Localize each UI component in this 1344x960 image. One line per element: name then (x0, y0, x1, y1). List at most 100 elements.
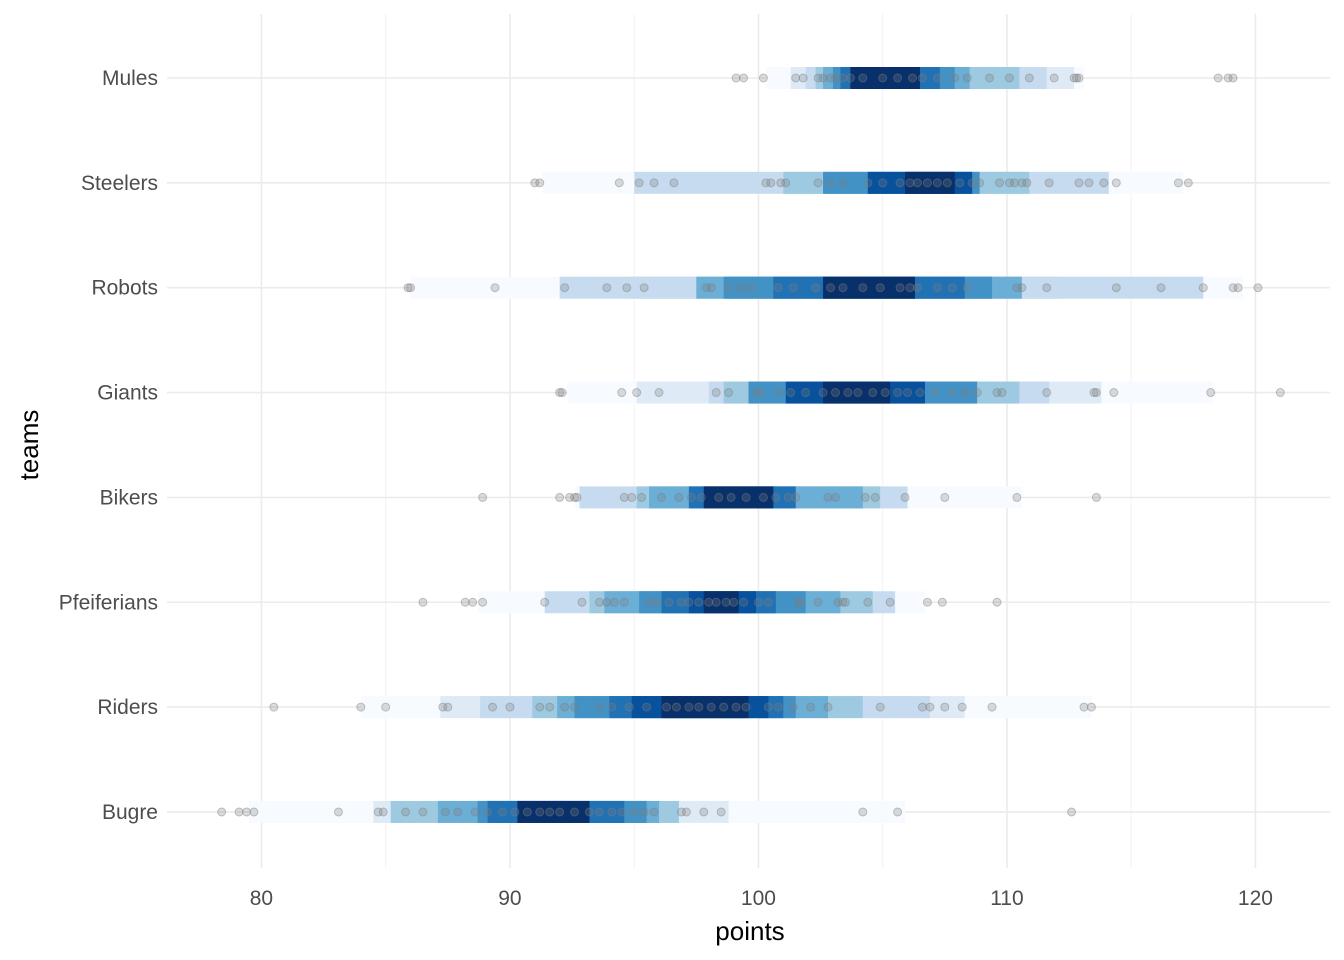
data-point (1228, 73, 1238, 83)
data-point (594, 597, 604, 607)
data-point (731, 73, 741, 83)
data-point (940, 702, 950, 712)
data-point (497, 807, 507, 817)
data-point (378, 807, 388, 817)
data-point (853, 388, 863, 398)
data-point (704, 597, 714, 607)
x-tick-label: 90 (498, 887, 521, 910)
data-point (669, 178, 679, 188)
y-tick-label: Steelers (81, 172, 158, 195)
x-tick-label: 120 (1238, 887, 1273, 910)
data-point (661, 702, 671, 712)
data-point (478, 492, 488, 502)
data-point (619, 492, 629, 502)
data-point (763, 597, 773, 607)
data-point (875, 283, 885, 293)
data-point (830, 73, 840, 83)
data-point (535, 178, 545, 188)
data-point (1206, 388, 1216, 398)
data-point (830, 492, 840, 502)
data-point (1099, 178, 1109, 188)
data-point (642, 702, 652, 712)
density-band (703, 486, 774, 509)
data-point (947, 283, 957, 293)
data-point (947, 388, 957, 398)
data-point (639, 283, 649, 293)
data-point (791, 73, 801, 83)
data-point (694, 597, 704, 607)
data-point (838, 73, 848, 83)
data-point (858, 73, 868, 83)
data-point (535, 807, 545, 817)
data-point (1213, 73, 1223, 83)
data-point (940, 492, 950, 502)
data-point (505, 702, 515, 712)
x-tick-label: 80 (250, 887, 273, 910)
data-point (535, 702, 545, 712)
data-point (609, 597, 619, 607)
data-point (917, 702, 927, 712)
data-point (962, 73, 972, 83)
data-point (711, 388, 721, 398)
data-point (1074, 178, 1084, 188)
data-point (460, 597, 470, 607)
data-point (555, 807, 565, 817)
density-band (823, 381, 891, 404)
x-tick-label: 110 (990, 887, 1023, 910)
data-point (838, 283, 848, 293)
data-point (1228, 283, 1238, 293)
data-point (242, 807, 252, 817)
data-point (555, 388, 565, 398)
data-point (826, 73, 836, 83)
data-point (1044, 178, 1054, 188)
data-point (622, 283, 632, 293)
data-point (741, 702, 751, 712)
y-tick-label: Robots (91, 277, 158, 300)
data-point (761, 178, 771, 188)
data-point (644, 597, 654, 607)
data-point (838, 597, 848, 607)
data-point (1022, 178, 1032, 188)
data-point (1009, 178, 1019, 188)
data-point (798, 73, 808, 83)
data-point (602, 283, 612, 293)
data-point (788, 702, 798, 712)
data-point (870, 492, 880, 502)
data-point (577, 597, 587, 607)
data-point (1072, 73, 1082, 83)
data-point (739, 73, 749, 83)
data-point (570, 702, 580, 712)
data-point (418, 597, 428, 607)
data-point (1275, 388, 1285, 398)
y-axis-title: teams (14, 410, 44, 481)
data-point (555, 492, 565, 502)
y-tick-label: Riders (97, 696, 158, 719)
data-point (545, 702, 555, 712)
data-point (756, 388, 766, 398)
data-point (706, 702, 716, 712)
data-point (937, 597, 947, 607)
data-point (773, 388, 783, 398)
data-point (1111, 283, 1121, 293)
data-point (721, 597, 731, 607)
data-point (584, 807, 594, 817)
data-point (373, 807, 383, 817)
data-point (1183, 178, 1193, 188)
data-point (401, 807, 411, 817)
data-point (560, 702, 570, 712)
data-point (885, 597, 895, 607)
data-point (468, 597, 478, 607)
data-point (893, 73, 903, 83)
data-point (776, 178, 786, 188)
density-band (823, 276, 915, 299)
data-point (706, 283, 716, 293)
data-point (657, 492, 667, 502)
data-point (624, 702, 634, 712)
data-point (843, 388, 853, 398)
data-point (1012, 492, 1022, 502)
data-point (895, 283, 905, 293)
data-point (863, 597, 873, 607)
data-point (900, 492, 910, 502)
data-point (791, 492, 801, 502)
